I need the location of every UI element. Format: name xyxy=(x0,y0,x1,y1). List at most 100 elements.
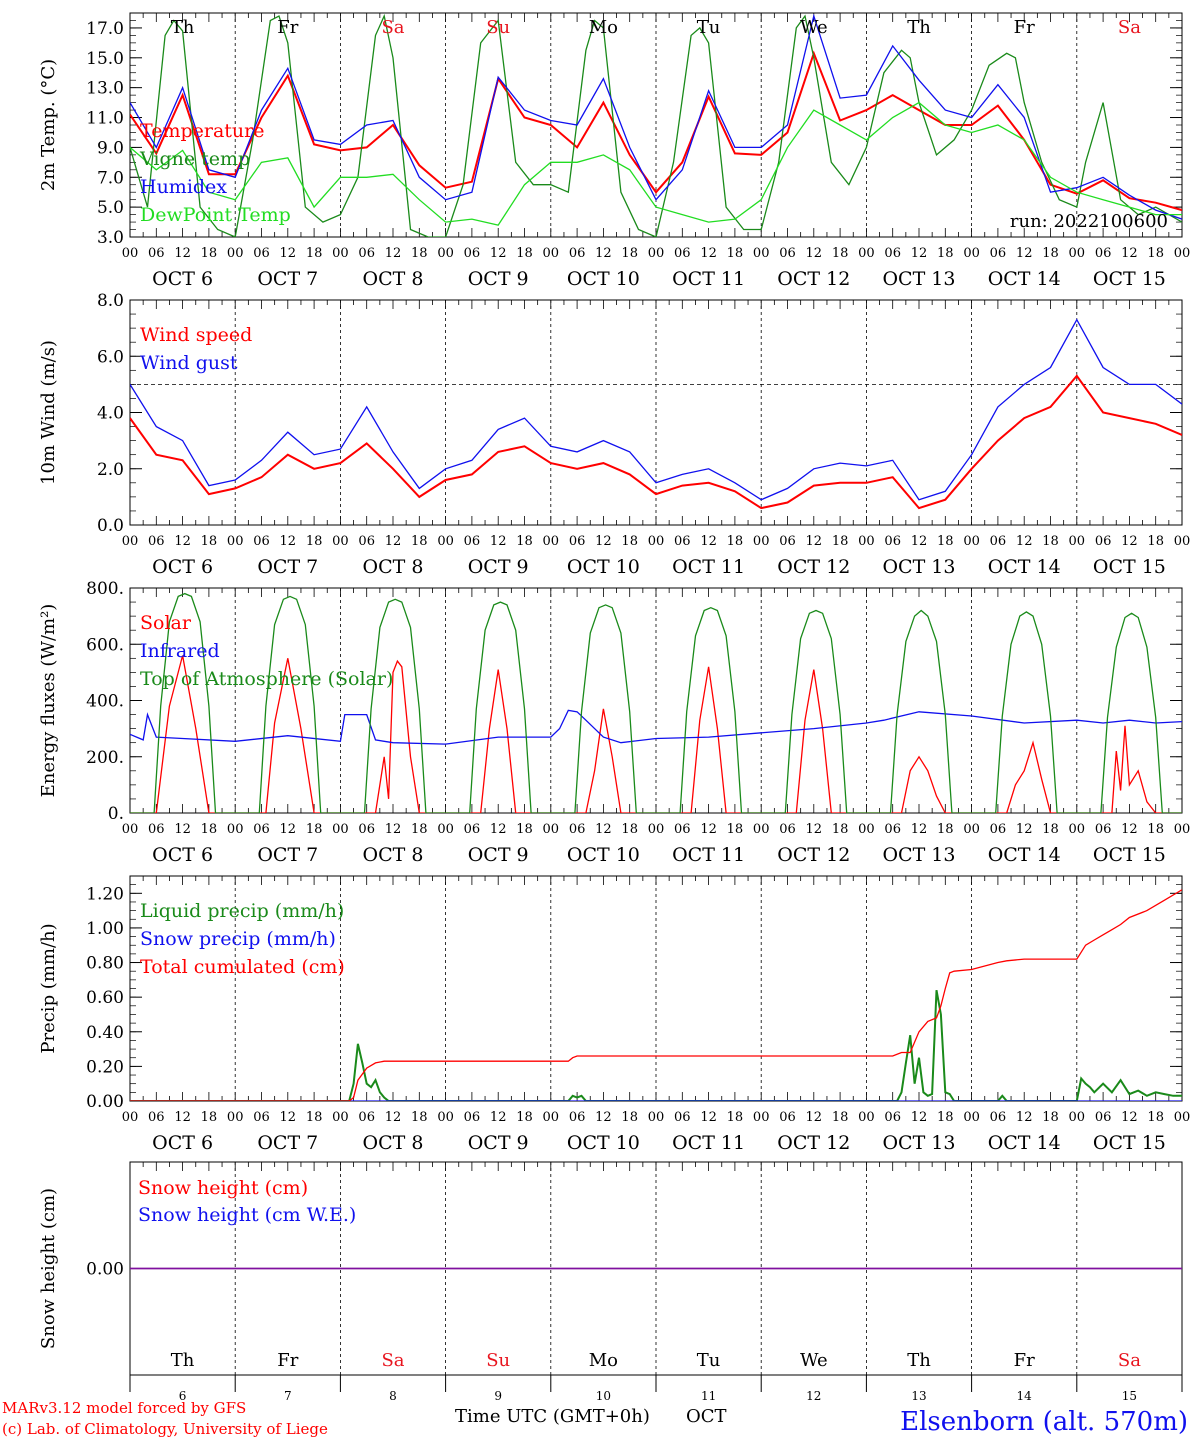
hour-tick-label: 12 xyxy=(490,534,507,549)
hour-tick-label: 12 xyxy=(1121,246,1138,261)
hour-tick-label: 18 xyxy=(937,534,954,549)
hour-tick-label: 06 xyxy=(1095,822,1112,837)
hour-tick-label: 12 xyxy=(385,534,402,549)
y-tick-label: 600. xyxy=(86,635,124,655)
hour-tick-label: 18 xyxy=(306,822,323,837)
hour-tick-label: 06 xyxy=(148,1110,165,1125)
date-label: OCT 6 xyxy=(152,556,213,578)
date-label: OCT 6 xyxy=(152,268,213,290)
station-title: Elsenborn (alt. 570m) xyxy=(900,1407,1188,1437)
hour-tick-label: 12 xyxy=(174,246,191,261)
hour-tick-label: 18 xyxy=(1147,534,1164,549)
hour-tick-label: 00 xyxy=(1174,534,1191,549)
hour-tick-label: 00 xyxy=(1069,822,1086,837)
weekday-label: Sa xyxy=(1118,17,1141,38)
hour-tick-label: 18 xyxy=(411,534,428,549)
date-label: OCT 11 xyxy=(672,844,745,866)
y-axis-title: Energy fluxes (W/m²) xyxy=(38,604,59,798)
hour-tick-label: 06 xyxy=(358,534,375,549)
hour-tick-label: 12 xyxy=(280,534,297,549)
weekday-label: Sa xyxy=(381,17,404,38)
hour-tick-label: 12 xyxy=(806,1110,823,1125)
hour-tick-label: 12 xyxy=(700,1110,717,1125)
hour-tick-label: 06 xyxy=(1095,1110,1112,1125)
y-tick-label: 0.00 xyxy=(86,1260,124,1280)
hour-tick-label: 00 xyxy=(122,822,139,837)
hour-tick-label: 06 xyxy=(884,822,901,837)
hour-tick-label: 06 xyxy=(148,822,165,837)
y-tick-label: 8.0 xyxy=(97,291,124,311)
date-label: OCT 8 xyxy=(363,268,424,290)
hour-tick-label: 12 xyxy=(595,246,612,261)
hour-tick-label: 00 xyxy=(648,246,665,261)
hour-tick-label: 00 xyxy=(858,1110,875,1125)
date-label: OCT 10 xyxy=(567,844,640,866)
hour-tick-label: 18 xyxy=(306,534,323,549)
hour-tick-label: 06 xyxy=(148,246,165,261)
hour-tick-label: 00 xyxy=(858,534,875,549)
hour-tick-label: 06 xyxy=(779,1110,796,1125)
hour-tick-label: 00 xyxy=(753,822,770,837)
weekday-label: Th xyxy=(171,17,195,38)
hour-tick-label: 12 xyxy=(806,246,823,261)
hour-tick-label: 06 xyxy=(674,534,691,549)
hour-tick-label: 06 xyxy=(884,1110,901,1125)
series-line-2 xyxy=(130,709,1182,745)
hour-tick-label: 12 xyxy=(174,822,191,837)
weekday-label: Th xyxy=(907,1350,931,1371)
date-label: OCT 11 xyxy=(672,556,745,578)
date-label: OCT 14 xyxy=(988,844,1061,866)
hour-tick-label: 00 xyxy=(1069,1110,1086,1125)
y-axis-title: 2m Temp. (°C) xyxy=(38,59,59,191)
weekday-label: Tu xyxy=(697,1350,721,1371)
legend-entry: Top of Atmosphere (Solar) xyxy=(140,668,393,690)
series-line-4 xyxy=(130,101,1182,226)
day-number-label: 14 xyxy=(1017,1389,1033,1403)
y-tick-label: 11.0 xyxy=(86,109,124,129)
hour-tick-label: 18 xyxy=(201,534,218,549)
hour-tick-label: 12 xyxy=(911,246,928,261)
weekday-label: Sa xyxy=(381,1350,404,1371)
legend-entry: Liquid precip (mm/h) xyxy=(140,900,344,922)
credits-model: MARv3.12 model forced by GFS xyxy=(2,1399,246,1417)
y-axis-title: Snow height (cm) xyxy=(38,1188,59,1349)
hour-tick-label: 06 xyxy=(990,822,1007,837)
hour-tick-label: 00 xyxy=(543,822,560,837)
hour-tick-label: 12 xyxy=(700,246,717,261)
hour-tick-label: 00 xyxy=(753,534,770,549)
hour-tick-label: 18 xyxy=(1147,1110,1164,1125)
y-tick-label: 7.0 xyxy=(97,168,124,188)
hour-tick-label: 18 xyxy=(516,246,533,261)
hour-tick-label: 18 xyxy=(621,246,638,261)
y-tick-label: 6.0 xyxy=(97,347,124,367)
hour-tick-label: 12 xyxy=(911,822,928,837)
hour-tick-label: 12 xyxy=(1016,246,1033,261)
hour-tick-label: 18 xyxy=(1147,246,1164,261)
hour-tick-label: 18 xyxy=(1042,822,1059,837)
hour-tick-label: 06 xyxy=(569,1110,586,1125)
date-label: OCT 8 xyxy=(363,1132,424,1154)
hour-tick-label: 00 xyxy=(122,246,139,261)
hour-tick-label: 00 xyxy=(648,1110,665,1125)
hour-tick-label: 12 xyxy=(911,1110,928,1125)
day-number-label: 6 xyxy=(179,1389,187,1403)
date-label: OCT 11 xyxy=(672,1132,745,1154)
hour-tick-label: 18 xyxy=(621,822,638,837)
date-label: OCT 15 xyxy=(1093,1132,1166,1154)
hour-tick-label: 00 xyxy=(227,1110,244,1125)
date-label: OCT 11 xyxy=(672,268,745,290)
panel-2: 0.0 2.0 4.0 6.0 8.0 10m Wind (m/s) Wind speed W… xyxy=(38,291,1190,578)
legend-entry: Humidex xyxy=(140,176,227,198)
series-line-2 xyxy=(130,13,1182,237)
hour-tick-label: 18 xyxy=(832,534,849,549)
hour-tick-label: 18 xyxy=(727,822,744,837)
hour-tick-label: 12 xyxy=(1121,1110,1138,1125)
hour-tick-label: 00 xyxy=(963,534,980,549)
date-label: OCT 10 xyxy=(567,1132,640,1154)
hour-tick-label: 00 xyxy=(753,1110,770,1125)
hour-tick-label: 00 xyxy=(437,822,454,837)
hour-tick-label: 06 xyxy=(253,1110,270,1125)
hour-tick-label: 12 xyxy=(1121,822,1138,837)
hour-tick-label: 18 xyxy=(516,534,533,549)
hour-tick-label: 00 xyxy=(858,246,875,261)
